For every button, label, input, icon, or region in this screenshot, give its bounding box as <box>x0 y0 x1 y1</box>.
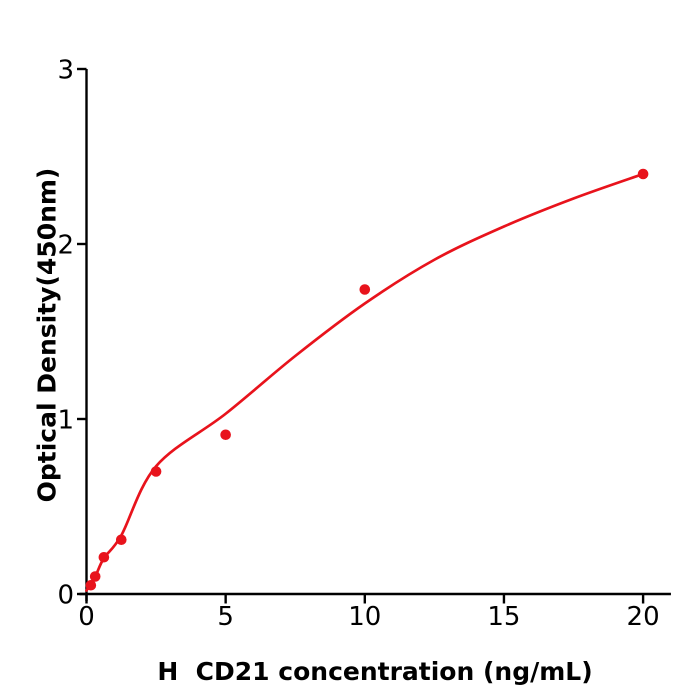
y-tick-label-0: 0 <box>57 581 74 611</box>
x-tick-label-3: 15 <box>487 602 520 632</box>
data-point-1 <box>89 571 101 582</box>
x-tick-label-2: 10 <box>348 602 381 632</box>
y-axis-title: Optical Density(450nm) <box>32 167 62 503</box>
y-tick-label-2: 2 <box>57 231 74 261</box>
data-point-7 <box>637 168 649 180</box>
data-point-0 <box>85 579 97 591</box>
data-point-5 <box>220 429 231 441</box>
data-point-2 <box>98 551 110 563</box>
data-point-3 <box>115 534 127 546</box>
y-tick-label-1: 1 <box>57 406 74 436</box>
x-axis-title: H CD21 concentration (ng/mL) <box>157 657 593 686</box>
data-point-6 <box>359 284 371 295</box>
x-tick-label-4: 20 <box>627 602 660 632</box>
x-tick-label-0: 0 <box>78 602 95 632</box>
x-tick-label-1: 5 <box>217 602 234 632</box>
fit-curve-line <box>85 172 645 592</box>
y-tick-label-3: 3 <box>57 56 74 86</box>
data-point-4 <box>150 466 162 477</box>
